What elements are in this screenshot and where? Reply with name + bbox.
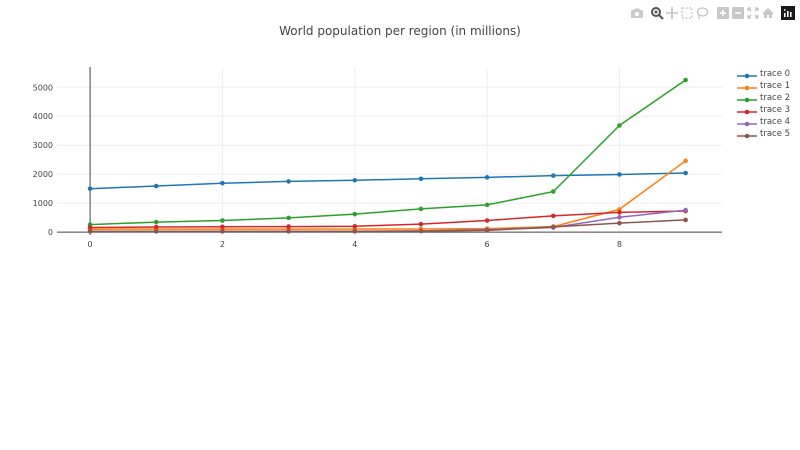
y-tick-label: 1000	[33, 199, 53, 208]
data-point[interactable]	[683, 217, 688, 223]
data-point[interactable]	[484, 218, 490, 223]
zoom-icon[interactable]	[650, 6, 664, 20]
y-tick-label: 3000	[33, 141, 53, 150]
data-point[interactable]	[683, 207, 688, 213]
legend-label: trace 4	[760, 117, 791, 127]
data-point[interactable]	[550, 224, 556, 230]
data-point[interactable]	[683, 77, 688, 83]
data-point[interactable]	[220, 224, 225, 230]
data-point[interactable]	[220, 218, 225, 223]
x-tick-label: 4	[352, 240, 357, 249]
x-tick-label: 2	[220, 240, 225, 249]
data-point[interactable]	[220, 180, 225, 186]
data-point[interactable]	[683, 170, 688, 176]
data-point[interactable]	[550, 173, 556, 178]
plotly-logo-icon[interactable]	[781, 6, 795, 20]
data-point[interactable]	[153, 183, 159, 189]
camera-icon[interactable]	[630, 6, 644, 20]
data-point[interactable]	[617, 210, 622, 215]
data-point[interactable]	[617, 123, 622, 128]
data-point[interactable]	[286, 229, 291, 234]
data-point[interactable]	[87, 225, 93, 230]
data-point[interactable]	[286, 215, 291, 221]
legend-label: trace 2	[760, 93, 791, 103]
data-point[interactable]	[286, 224, 291, 229]
reset-axes-icon[interactable]	[761, 6, 775, 20]
data-point[interactable]	[617, 172, 622, 177]
y-tick-label: 5000	[33, 83, 53, 92]
legend-line-icon	[737, 97, 757, 103]
y-tick-label: 0	[48, 228, 53, 237]
legend-label: trace 3	[760, 105, 791, 115]
data-point[interactable]	[418, 176, 424, 182]
trace-5[interactable]	[87, 217, 688, 234]
trace-line	[90, 172, 686, 190]
trace-line	[90, 219, 686, 233]
box-select-icon[interactable]	[680, 6, 694, 20]
data-point[interactable]	[484, 202, 490, 208]
trace-0[interactable]	[87, 170, 688, 191]
data-point[interactable]	[550, 213, 556, 219]
trace-2[interactable]	[87, 77, 688, 227]
data-point[interactable]	[418, 228, 424, 234]
autoscale-icon[interactable]	[746, 6, 760, 20]
pan-icon[interactable]	[665, 6, 679, 20]
data-point[interactable]	[617, 220, 622, 226]
legend-line-icon	[737, 85, 757, 91]
data-point[interactable]	[352, 177, 358, 183]
zoom-in-icon[interactable]	[716, 6, 730, 20]
data-point[interactable]	[352, 211, 358, 217]
lasso-select-icon[interactable]	[695, 6, 709, 20]
trace-3[interactable]	[87, 208, 688, 230]
legend-label: trace 0	[760, 69, 791, 79]
trace-line	[90, 79, 687, 226]
legend-line-icon	[737, 121, 757, 127]
data-point[interactable]	[352, 229, 358, 234]
data-point[interactable]	[220, 229, 225, 234]
legend-label: trace 1	[760, 81, 791, 91]
data-point[interactable]	[418, 206, 424, 212]
x-tick-label: 8	[617, 240, 622, 249]
data-point[interactable]	[352, 224, 358, 229]
data-point[interactable]	[484, 175, 490, 180]
trace-line	[90, 160, 687, 230]
data-point[interactable]	[153, 219, 159, 225]
x-tick-label: 0	[88, 240, 93, 249]
x-tick-label: 6	[485, 240, 490, 249]
y-tick-label: 4000	[33, 112, 53, 121]
legend-line-icon	[737, 133, 757, 139]
trace-line	[90, 210, 686, 229]
chart-title: World population per region (in millions…	[279, 24, 521, 38]
data-point[interactable]	[87, 229, 93, 234]
data-point[interactable]	[153, 224, 159, 230]
legend-line-icon	[737, 73, 757, 79]
data-point[interactable]	[683, 158, 688, 164]
data-point[interactable]	[153, 229, 159, 234]
data-point[interactable]	[484, 228, 490, 233]
legend-label: trace 5	[760, 129, 791, 139]
zoom-out-icon[interactable]	[731, 6, 745, 20]
data-point[interactable]	[286, 179, 291, 184]
y-tick-label: 2000	[33, 170, 53, 179]
data-point[interactable]	[418, 221, 424, 227]
data-point[interactable]	[87, 186, 93, 191]
data-point[interactable]	[617, 215, 622, 220]
data-point[interactable]	[550, 189, 556, 194]
legend-line-icon	[737, 109, 757, 115]
